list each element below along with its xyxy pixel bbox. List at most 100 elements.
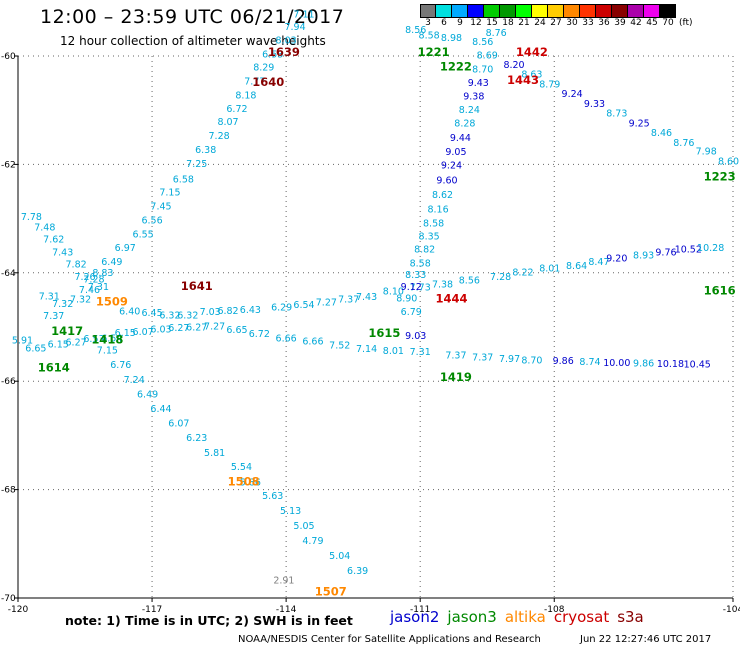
- legend-swatch: [436, 4, 452, 18]
- x-tick-label: -104: [723, 605, 740, 615]
- legend-label: 15: [486, 18, 498, 28]
- y-tick-label: -70: [1, 594, 16, 604]
- wave-height-label: 6.55: [133, 230, 154, 241]
- wave-height-label: 6.29: [271, 303, 292, 314]
- wave-height-label: 7.28: [209, 131, 230, 142]
- chart-subtitle: 12 hour collection of altimeter wave hei…: [60, 34, 326, 48]
- legend-label: 30: [566, 18, 578, 28]
- wave-height-label: 8.47: [588, 257, 609, 268]
- x-tick-label: -117: [142, 605, 162, 615]
- chart-title: 12:00 – 23:59 UTC 06/21/2017: [40, 6, 345, 28]
- wave-height-label: 6.15: [48, 340, 69, 351]
- track-time-label: 1222: [440, 60, 472, 74]
- wave-height-label: 7.31: [410, 347, 431, 358]
- legend-swatch: [532, 4, 548, 18]
- wave-height-label: 9.60: [436, 175, 457, 186]
- wave-height-label: 6.03: [150, 324, 171, 335]
- wave-height-label: 8.46: [651, 128, 672, 139]
- y-tick-label: -68: [1, 486, 16, 496]
- wave-height-label: 7.48: [34, 223, 55, 234]
- legend-swatch: [500, 4, 516, 18]
- wave-height-label: 6.32: [177, 310, 198, 321]
- wave-height-label: 8.70: [472, 64, 493, 75]
- wave-height-label: 7.32: [70, 295, 91, 306]
- wave-height-label: 7.73: [410, 283, 431, 294]
- wave-height-label: 5.91: [12, 335, 33, 346]
- wave-height-label: 7.45: [150, 201, 171, 212]
- wave-height-label: 5.04: [329, 551, 350, 562]
- legend-label: 70: [662, 18, 674, 28]
- legend-swatch: [628, 4, 644, 18]
- wave-height-label: 8.79: [539, 79, 560, 90]
- wave-height-label: 6.07: [133, 327, 154, 338]
- wave-height-label: 8.58: [419, 31, 440, 42]
- wave-height-label: 7.32: [52, 299, 73, 310]
- wave-height-label: 6.49: [101, 257, 122, 268]
- wave-height-label: 8.58: [410, 258, 431, 269]
- track-time-label: 1509: [96, 294, 128, 308]
- wave-height-label: 6.38: [195, 145, 216, 156]
- wave-height-label: 8.98: [441, 33, 462, 44]
- wave-height-label: 7.25: [186, 159, 207, 170]
- wave-height-label: 9.43: [468, 78, 489, 89]
- wave-height-label: 8.63: [521, 70, 542, 81]
- track-time-label: 1641: [181, 279, 213, 293]
- wave-height-label: 7.03: [200, 307, 221, 318]
- wave-height-label: 9.86: [633, 359, 654, 370]
- legend-label: 9: [457, 18, 463, 28]
- wave-height-label: 7.26: [74, 272, 95, 283]
- wave-height-label: 8.56: [472, 37, 493, 48]
- wave-height-label: 7.28: [83, 275, 104, 286]
- wave-height-label: 7.62: [43, 234, 64, 245]
- wave-height-label: 7.28: [490, 272, 511, 283]
- wave-height-label: 7.11: [293, 10, 314, 21]
- wave-height-label: 9.24: [562, 89, 583, 100]
- x-tick-label: -108: [544, 605, 565, 615]
- wave-height-label: 8.76: [486, 28, 507, 39]
- legend-swatch: [564, 4, 580, 18]
- wave-height-label: 7.24: [124, 375, 145, 386]
- legend-label: 18: [502, 18, 514, 28]
- wave-height-label: 10.00: [603, 358, 630, 369]
- wave-height-label: 9.33: [584, 99, 605, 110]
- legend-swatch: [452, 4, 468, 18]
- wave-height-label: 8.82: [414, 245, 435, 256]
- wave-height-label: 8.01: [383, 346, 404, 357]
- wave-height-label: 9.76: [655, 247, 676, 258]
- wave-height-label: 8.62: [432, 190, 453, 201]
- track-time-label: 1418: [91, 332, 123, 346]
- wave-height-label: 7.77: [244, 77, 265, 88]
- wave-height-label: 6.15: [115, 328, 136, 339]
- satellite-s3a-label: s3a: [617, 608, 644, 626]
- legend-label: 39: [614, 18, 626, 28]
- wave-height-label: 7.31: [39, 291, 60, 302]
- wave-height-label: 8.35: [419, 232, 440, 243]
- track-time-label: 1508: [228, 474, 260, 488]
- wave-height-label: 9.12: [401, 282, 422, 293]
- track-time-label: 1223: [704, 170, 736, 184]
- wave-height-label: 6.27: [66, 337, 87, 348]
- wave-height-label: 7.15: [159, 187, 180, 198]
- wave-height-label: 7.52: [329, 341, 350, 352]
- wave-height-label: 9.25: [629, 118, 650, 129]
- wave-height-label: 6.39: [347, 566, 368, 577]
- wave-height-label: 4.79: [302, 536, 323, 547]
- wave-height-label: 8.01: [539, 264, 560, 275]
- wave-height-label: 6.45: [141, 308, 162, 319]
- wave-height-label: 6.49: [137, 389, 158, 400]
- track-time-label: 1417: [51, 324, 83, 338]
- legend-label: 33: [582, 18, 594, 28]
- legend-swatch: [548, 4, 564, 18]
- wave-height-label: 5.81: [204, 448, 225, 459]
- wave-height-label: 6.07: [168, 419, 189, 430]
- satellite-legend: jason2 jason3 altika cryosat s3a: [390, 608, 652, 626]
- wave-height-label: 7.15: [97, 346, 118, 357]
- wave-height-label: 8.20: [503, 60, 524, 71]
- credit-line: NOAA/NESDIS Center for Satellite Applica…: [238, 634, 541, 645]
- y-tick-label: -62: [1, 160, 16, 170]
- legend-swatch: [468, 4, 484, 18]
- legend-unit: (ft): [679, 18, 693, 28]
- x-tick-label: -111: [410, 605, 430, 615]
- wave-height-label: 6.72: [226, 104, 247, 115]
- wave-height-label: 5.86: [240, 477, 261, 488]
